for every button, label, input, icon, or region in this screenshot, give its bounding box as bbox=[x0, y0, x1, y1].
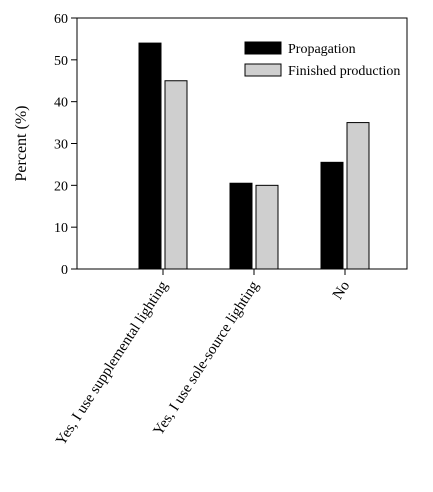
y-axis-label: Percent (%) bbox=[13, 106, 30, 182]
category-label: Yes, I use sole-source lighting bbox=[151, 278, 263, 439]
legend-label: Finished production bbox=[288, 64, 400, 79]
bar-propagation bbox=[138, 42, 162, 270]
y-tick-label: 10 bbox=[54, 221, 68, 236]
category-label: No bbox=[330, 278, 353, 302]
y-tick-label: 0 bbox=[61, 263, 68, 278]
y-tick-label: 50 bbox=[54, 54, 68, 69]
bar-propagation bbox=[229, 182, 253, 270]
bars bbox=[138, 42, 370, 270]
bar-finished-production bbox=[346, 122, 370, 270]
legend: Propagation Finished production bbox=[244, 41, 400, 79]
legend-swatch bbox=[244, 41, 282, 55]
bar-propagation bbox=[320, 161, 344, 270]
y-tick-label: 40 bbox=[54, 96, 68, 111]
y-tick-label: 60 bbox=[54, 12, 68, 27]
y-tick-label: 20 bbox=[54, 179, 68, 194]
bar-finished-production bbox=[255, 184, 279, 270]
category-label: Yes, I use supplemental lighting bbox=[53, 278, 171, 448]
y-tick-label: 30 bbox=[54, 138, 68, 153]
bar-finished-production bbox=[164, 80, 188, 270]
y-ticks: 0 10 20 30 40 50 60 bbox=[54, 12, 77, 278]
legend-label: Propagation bbox=[288, 42, 356, 57]
legend-swatch bbox=[244, 63, 282, 77]
